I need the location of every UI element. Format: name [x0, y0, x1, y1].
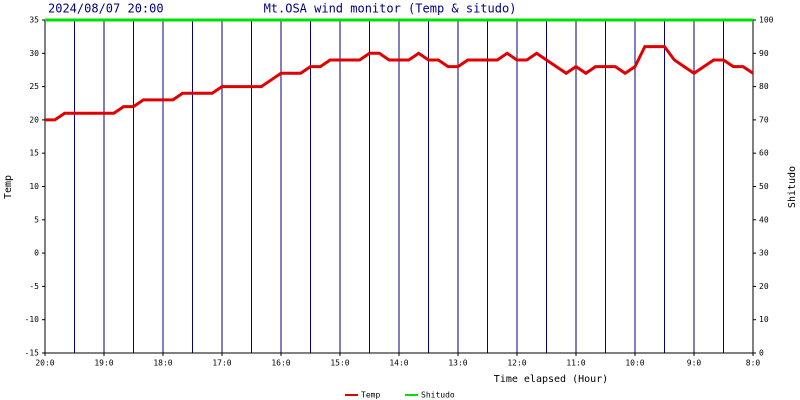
- y2-tick-label: 60: [759, 149, 769, 158]
- y2-tick-label: 80: [759, 82, 769, 91]
- y2-tick-label: 40: [759, 215, 769, 224]
- x-tick-label: 9:0: [687, 359, 702, 368]
- series-line: [45, 45, 754, 122]
- y-tick-label: 25: [29, 82, 39, 91]
- y2-tick-label: 90: [759, 49, 769, 58]
- x-tick-label: 19:0: [94, 359, 113, 368]
- x-tick-label: 12:0: [507, 359, 526, 368]
- x-tick-label: 13:0: [448, 359, 467, 368]
- x-tick-label: 10:0: [625, 359, 644, 368]
- y-tick-label: -15: [25, 349, 40, 358]
- y-tick-label: 0: [34, 249, 39, 258]
- y-tick-label: 20: [29, 115, 39, 124]
- x-tick-label: 17:0: [212, 359, 231, 368]
- y2-tick-label: 0: [759, 349, 764, 358]
- y2-tick-label: 20: [759, 282, 769, 291]
- y2-tick-label: 30: [759, 249, 769, 258]
- y-tick-label: 10: [29, 182, 39, 191]
- x-tick-label: 8:0: [746, 359, 761, 368]
- chart-date: 2024/08/07 20:00: [48, 2, 164, 16]
- y-tick-label: 15: [29, 149, 39, 158]
- y2-tick-label: 10: [759, 315, 769, 324]
- y2-axis-label: Shitudo: [787, 166, 798, 208]
- y-tick-label: 30: [29, 49, 39, 58]
- chart-title: Mt.OSA wind monitor (Temp & situdo): [264, 2, 517, 16]
- x-tick-label: 16:0: [271, 359, 290, 368]
- y-axis-label: Temp: [3, 175, 14, 199]
- y2-tick-label: 70: [759, 115, 769, 124]
- y-tick-label: 35: [29, 16, 39, 25]
- legend-label: Shitudo: [421, 391, 455, 400]
- legend-label: Temp: [361, 391, 380, 400]
- x-tick-label: 20:0: [35, 359, 54, 368]
- x-tick-label: 15:0: [330, 359, 349, 368]
- y2-tick-label: 100: [759, 16, 774, 25]
- x-tick-label: 14:0: [389, 359, 408, 368]
- y2-tick-label: 50: [759, 182, 769, 191]
- y-tick-label: -10: [25, 315, 40, 324]
- y-tick-label: -5: [29, 282, 39, 291]
- x-axis-label: Time elapsed (Hour): [494, 374, 608, 385]
- y-tick-label: 5: [34, 215, 39, 224]
- x-tick-label: 11:0: [566, 359, 585, 368]
- x-tick-label: 18:0: [153, 359, 172, 368]
